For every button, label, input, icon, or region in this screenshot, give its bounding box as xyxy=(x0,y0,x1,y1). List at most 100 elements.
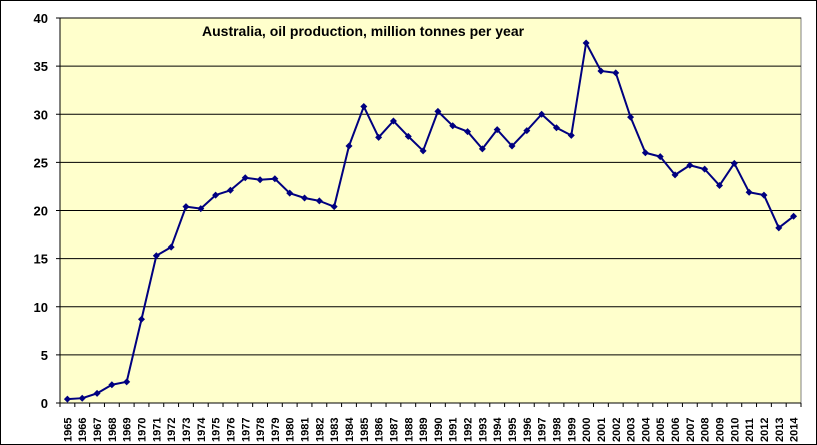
x-tick-label: 1968 xyxy=(107,418,119,442)
data-point xyxy=(478,145,486,153)
x-tick-label: 2012 xyxy=(759,418,771,442)
data-point xyxy=(226,186,234,194)
x-tick-label: 1977 xyxy=(240,418,252,442)
x-tick-label: 2011 xyxy=(744,418,756,442)
x-tick-label: 2014 xyxy=(789,417,801,442)
x-tick-label: 1996 xyxy=(522,418,534,442)
data-point xyxy=(449,122,457,130)
data-point xyxy=(375,133,383,141)
data-point xyxy=(345,142,353,150)
x-tick-label: 1976 xyxy=(225,418,237,442)
data-point xyxy=(760,191,768,199)
x-tick-label: 2001 xyxy=(596,418,608,442)
y-tick-label: 35 xyxy=(34,59,48,74)
x-tick-label: 1994 xyxy=(492,417,504,442)
y-tick-label: 5 xyxy=(41,348,48,363)
x-tick-label: 1991 xyxy=(448,418,460,442)
data-point xyxy=(745,188,753,196)
data-point xyxy=(790,212,798,220)
x-tick-label: 1989 xyxy=(418,418,430,442)
data-point xyxy=(212,191,220,199)
y-tick-label: 10 xyxy=(34,300,48,315)
y-tick-label: 30 xyxy=(34,107,48,122)
x-tick-label: 1997 xyxy=(537,418,549,442)
x-tick-label: 2013 xyxy=(774,418,786,442)
x-tick-label: 1983 xyxy=(329,418,341,442)
x-tick-label: 1980 xyxy=(285,418,297,442)
data-point xyxy=(567,131,575,139)
y-tick-label: 20 xyxy=(34,204,48,219)
x-tick-label: 1974 xyxy=(196,417,208,442)
x-tick-label: 1999 xyxy=(566,418,578,442)
x-tick-label: 1969 xyxy=(122,418,134,442)
y-tick-label: 25 xyxy=(34,155,48,170)
data-point xyxy=(301,194,309,202)
x-tick-label: 1972 xyxy=(166,418,178,442)
x-axis: 1965 1966 1967 1968 1969 1970 1971 1972 1973 1974… xyxy=(59,402,802,442)
x-tick-label: 1985 xyxy=(359,418,371,442)
data-point xyxy=(197,205,205,213)
x-tick-label: 2009 xyxy=(714,418,726,442)
data-point xyxy=(582,39,590,47)
x-tick-label: 2007 xyxy=(685,418,697,442)
x-tick-label: 2004 xyxy=(640,417,652,442)
data-point xyxy=(404,132,412,140)
data-point xyxy=(360,103,368,111)
x-tick-label: 1995 xyxy=(507,418,519,442)
chart-title: Australia, oil production, million tonne… xyxy=(202,23,525,39)
x-tick-label: 2000 xyxy=(581,418,593,442)
x-tick-label: 1978 xyxy=(255,418,267,442)
x-tick-label: 1981 xyxy=(300,418,312,442)
x-tick-label: 1992 xyxy=(463,418,475,442)
data-point xyxy=(138,315,146,323)
data-point xyxy=(241,174,249,182)
data-points xyxy=(63,39,798,403)
x-tick-label: 1971 xyxy=(151,418,163,442)
x-tick-label: 1966 xyxy=(77,418,89,442)
data-point xyxy=(330,203,338,211)
data-point xyxy=(123,378,131,386)
x-tick-label: 2010 xyxy=(729,418,741,442)
data-point xyxy=(671,171,679,179)
y-tick-label: 15 xyxy=(34,252,48,267)
data-point xyxy=(715,181,723,189)
data-point xyxy=(464,128,472,136)
x-tick-label: 2006 xyxy=(670,418,682,442)
y-tick-label: 0 xyxy=(41,396,48,411)
x-tick-label: 1967 xyxy=(92,418,104,442)
data-point xyxy=(434,107,442,115)
data-point xyxy=(315,197,323,205)
data-point xyxy=(656,153,664,161)
x-tick-label: 2002 xyxy=(611,418,623,442)
x-tick-label: 1973 xyxy=(181,418,193,442)
x-tick-label: 1986 xyxy=(374,418,386,442)
data-point xyxy=(701,165,709,173)
x-tick-label: 1988 xyxy=(403,418,415,442)
data-point xyxy=(63,395,71,403)
x-tick-label: 1982 xyxy=(314,418,326,442)
data-point xyxy=(538,110,546,118)
data-point xyxy=(93,389,101,397)
data-point xyxy=(597,67,605,75)
y-axis: 0 5 10 15 20 25 30 35 40 xyxy=(34,11,61,411)
data-point xyxy=(256,176,264,184)
data-point xyxy=(508,142,516,150)
data-point xyxy=(686,161,694,169)
grid-lines xyxy=(60,17,801,356)
x-tick-label: 1975 xyxy=(211,418,223,442)
x-tick-label: 2008 xyxy=(700,418,712,442)
x-tick-label: 1984 xyxy=(344,417,356,442)
data-point xyxy=(775,224,783,232)
data-point xyxy=(271,175,279,183)
data-point xyxy=(493,126,501,134)
data-point xyxy=(641,149,649,157)
x-tick-label: 1998 xyxy=(551,418,563,442)
x-tick-label: 1990 xyxy=(433,418,445,442)
data-point xyxy=(552,124,560,132)
data-point xyxy=(389,117,397,125)
x-tick-label: 1970 xyxy=(137,418,149,442)
x-tick-label: 1993 xyxy=(477,418,489,442)
data-point xyxy=(419,147,427,155)
x-tick-label: 1987 xyxy=(388,418,400,442)
